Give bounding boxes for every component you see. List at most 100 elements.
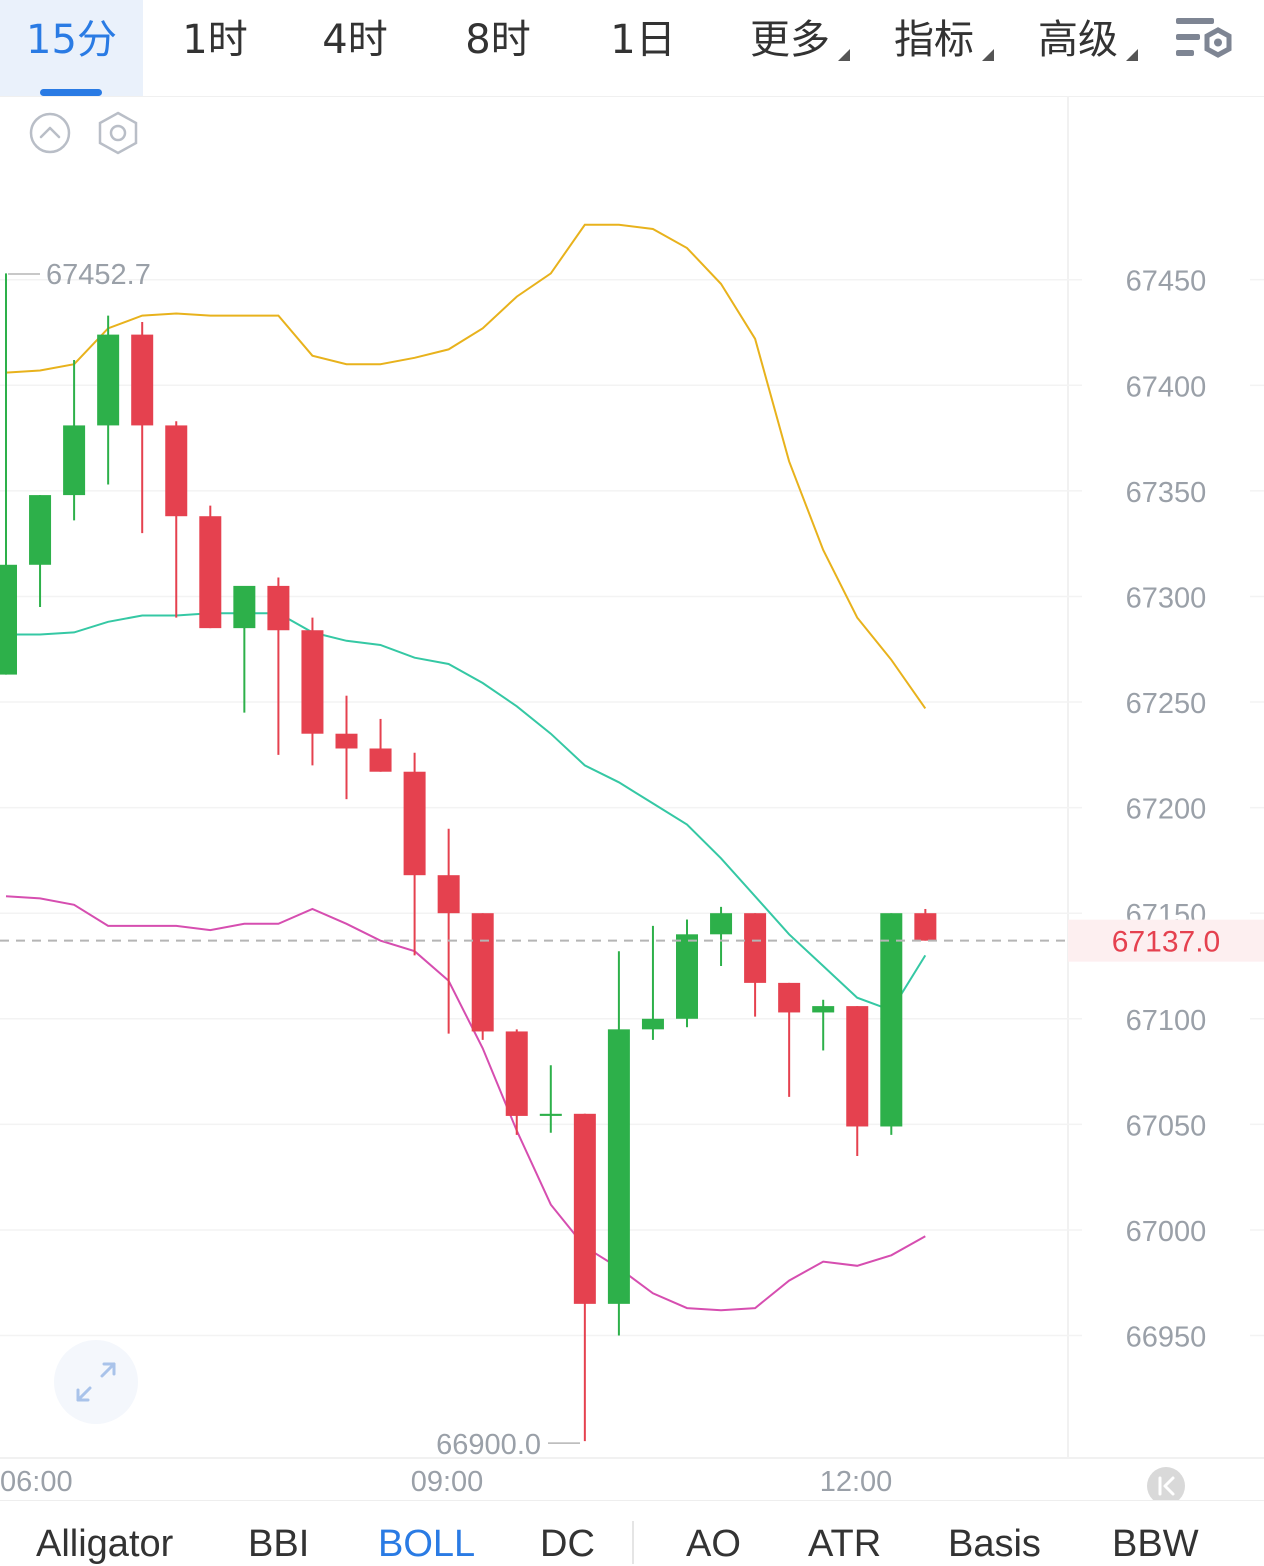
tab-4h-label: 4时 <box>322 17 388 63</box>
candle <box>199 505 222 629</box>
advanced-label: 高级 <box>1038 17 1118 63</box>
indicator-bar: Alligator BBI BOLL DC AO ATR Basis BBW <box>0 1500 1264 1565</box>
candle <box>131 321 154 534</box>
candle <box>846 1006 869 1157</box>
indicators-caret-icon <box>982 49 994 61</box>
candle-body <box>505 1031 528 1116</box>
candle <box>539 1065 562 1133</box>
candle-body <box>880 913 903 1127</box>
more-dropdown[interactable]: 更多 <box>740 0 840 96</box>
x-tick-label: 06:00 <box>0 1466 73 1498</box>
candle-body <box>267 585 290 631</box>
tab-4h[interactable]: 4时 <box>300 0 410 96</box>
candle <box>165 421 188 618</box>
annotations: 06:00 09:00 12:00 67137.0 67452.7 66900.0 <box>0 259 1264 1498</box>
advanced-dropdown[interactable]: 高级 <box>1028 0 1128 96</box>
candle <box>369 718 392 772</box>
candle <box>97 315 120 485</box>
candle <box>335 695 358 800</box>
advanced-caret-icon <box>1126 49 1138 61</box>
tab-15m[interactable]: 15分 <box>0 0 143 96</box>
y-tick-label: 67300 <box>1126 582 1207 614</box>
candle <box>29 495 52 608</box>
active-tab-indicator <box>40 89 102 96</box>
candle <box>63 359 86 521</box>
candle-body <box>233 585 256 629</box>
price-axis: 6745067400673506730067250672006715067100… <box>1126 266 1207 1354</box>
indicator-boll[interactable]: BOLL <box>378 1523 476 1565</box>
candle-body <box>710 913 733 935</box>
candle-body <box>778 982 801 1013</box>
tab-1h-label: 1时 <box>182 17 248 63</box>
jump-to-latest-button[interactable] <box>1147 1467 1185 1505</box>
candle-body <box>63 425 86 496</box>
candle-body <box>29 495 52 565</box>
candle <box>437 828 460 1034</box>
candle <box>403 752 426 956</box>
kline-chart-svg: 6745067400673506730067250672006715067100… <box>0 96 1264 1498</box>
indicator-dc[interactable]: DC <box>540 1523 595 1565</box>
candle-body <box>165 425 188 517</box>
candle-body <box>846 1006 869 1127</box>
candle <box>641 925 664 1040</box>
candle <box>744 913 767 1017</box>
chart-settings-icon[interactable] <box>1174 14 1236 64</box>
timeframe-bar: 15分 1时 4时 8时 1日 更多 指标 高级 <box>0 0 1264 97</box>
indicator-divider <box>632 1521 634 1564</box>
jump-to-latest-icon <box>1158 1476 1175 1496</box>
y-tick-label: 67250 <box>1126 688 1207 720</box>
candle <box>607 951 630 1336</box>
y-tick-label: 67100 <box>1126 1005 1207 1037</box>
boll-lower-line <box>5 895 926 1312</box>
x-tick-label: 09:00 <box>411 1466 484 1498</box>
tab-8h-label: 8时 <box>465 17 531 63</box>
candle <box>812 999 835 1051</box>
candle-body <box>812 1006 835 1013</box>
candle-body <box>97 334 120 426</box>
indicator-bbi[interactable]: BBI <box>248 1523 310 1565</box>
candle-body <box>335 733 358 749</box>
tab-15m-label: 15分 <box>26 17 117 63</box>
indicators-dropdown[interactable]: 指标 <box>884 0 984 96</box>
kline-chart[interactable]: 67450 67400 67350 67300 67250 67200 67150 67100… <box>0 96 1264 1500</box>
candle <box>471 913 494 1040</box>
candle-body <box>301 630 324 734</box>
boll-mid-line <box>6 612 927 1012</box>
candle <box>676 919 698 1028</box>
chevron-up-circle-icon[interactable] <box>28 111 72 155</box>
grid-lines <box>0 96 1264 1459</box>
candle <box>573 1113 596 1442</box>
candle-body <box>641 1018 664 1030</box>
high-price-label: 67452.7 <box>46 259 151 291</box>
y-tick-label: 67350 <box>1126 477 1207 509</box>
tab-1h[interactable]: 1时 <box>160 0 270 96</box>
hexagon-settings-icon[interactable] <box>96 111 140 155</box>
candle-body <box>573 1113 596 1304</box>
tab-1d[interactable]: 1日 <box>588 0 698 96</box>
candle <box>710 906 733 966</box>
candle <box>301 617 324 766</box>
last-price-tag <box>1068 919 1264 962</box>
indicator-alligator[interactable]: Alligator <box>36 1523 174 1565</box>
indicator-bbw[interactable]: BBW <box>1112 1523 1199 1565</box>
low-price-label: 66900.0 <box>436 1429 541 1461</box>
y-tick-label: 67450 <box>1126 266 1207 298</box>
candle-body <box>131 334 154 426</box>
more-caret-icon <box>838 49 850 61</box>
candle <box>505 1029 528 1135</box>
indicator-basis[interactable]: Basis <box>948 1523 1041 1565</box>
expand-arrows-icon <box>76 1362 116 1402</box>
expand-button[interactable] <box>54 1340 138 1424</box>
candle <box>880 913 903 1135</box>
tab-8h[interactable]: 8时 <box>443 0 553 96</box>
candle-body <box>744 913 767 983</box>
tab-1d-label: 1日 <box>610 17 676 63</box>
candle-body <box>437 875 460 914</box>
candle <box>267 577 290 755</box>
indicator-ao[interactable]: AO <box>686 1523 741 1565</box>
candle <box>233 585 256 713</box>
indicator-atr[interactable]: ATR <box>808 1523 882 1565</box>
candle-body <box>199 516 222 629</box>
last-price-label: 67137.0 <box>1112 926 1220 959</box>
candle-body <box>471 913 494 1032</box>
